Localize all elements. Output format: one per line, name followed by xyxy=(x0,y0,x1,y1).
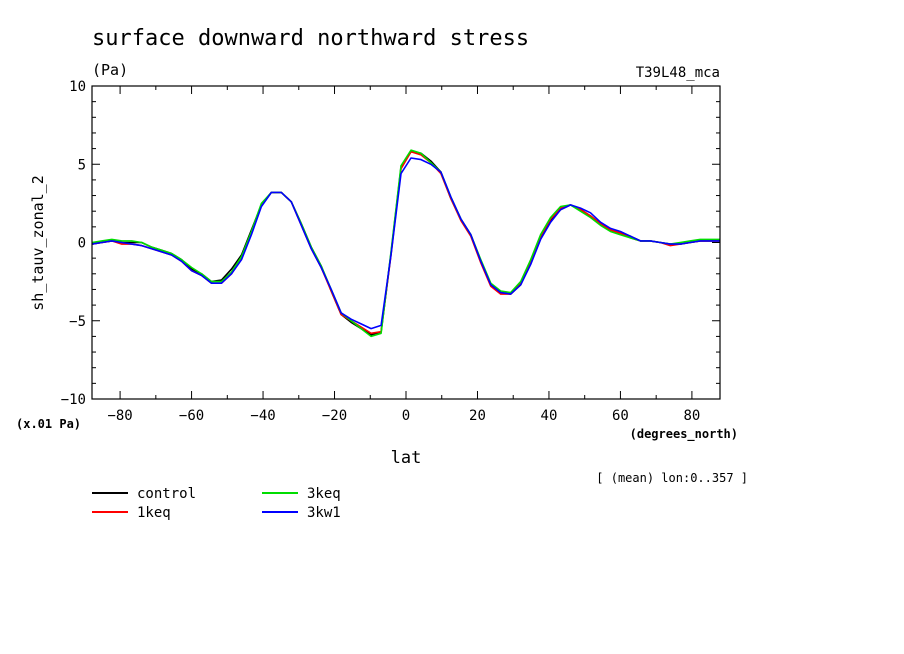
footnote: [ (mean) lon:0..357 ] xyxy=(596,471,748,485)
plot-frame xyxy=(91,85,721,400)
y-tick-label: 10 xyxy=(69,79,86,95)
y-tick-label: 5 xyxy=(78,157,86,173)
x-tick-label: −40 xyxy=(250,408,275,424)
y-axis-label: sh_tauv_zonal_2 xyxy=(29,175,47,310)
legend-label-3kw1: 3kw1 xyxy=(307,505,341,521)
legend-label-1keq: 1keq xyxy=(137,505,171,521)
plot-lines xyxy=(91,149,720,338)
x-axis-label: lat xyxy=(391,448,422,468)
units-label: (Pa) xyxy=(92,61,128,79)
series-line-control xyxy=(91,150,720,336)
x-tick-label: −60 xyxy=(179,408,204,424)
y-tick-label: 0 xyxy=(78,236,86,252)
legend-label-control: control xyxy=(137,486,196,502)
legend-label-3keq: 3keq xyxy=(307,486,341,502)
x-tick-label: 0 xyxy=(402,408,410,424)
axes: −80 −60 −40 −20 0 20 40 60 80 −10 −5 0 5 10 xyxy=(61,79,720,424)
x-tick-label: −80 xyxy=(107,408,132,424)
series-line-3keq xyxy=(91,149,720,338)
series-line-1keq xyxy=(91,150,720,335)
y-scale-note: (x.01 Pa) xyxy=(16,417,81,431)
model-tag: T39L48_mca xyxy=(636,65,720,81)
y-tick-label: −5 xyxy=(69,314,86,330)
x-tick-label: 20 xyxy=(469,408,486,424)
x-tick-label: 60 xyxy=(612,408,629,424)
x-tick-label: 80 xyxy=(683,408,700,424)
x-axis-units: (degrees_north) xyxy=(630,427,738,442)
x-tick-label: 40 xyxy=(541,408,558,424)
y-tick-label: −10 xyxy=(61,392,86,408)
series-line-3kw1 xyxy=(91,157,720,330)
x-tick-label: −20 xyxy=(322,408,347,424)
legend: control 1keq 3keq 3kw1 xyxy=(92,486,341,521)
chart-title: surface downward northward stress xyxy=(92,26,529,51)
